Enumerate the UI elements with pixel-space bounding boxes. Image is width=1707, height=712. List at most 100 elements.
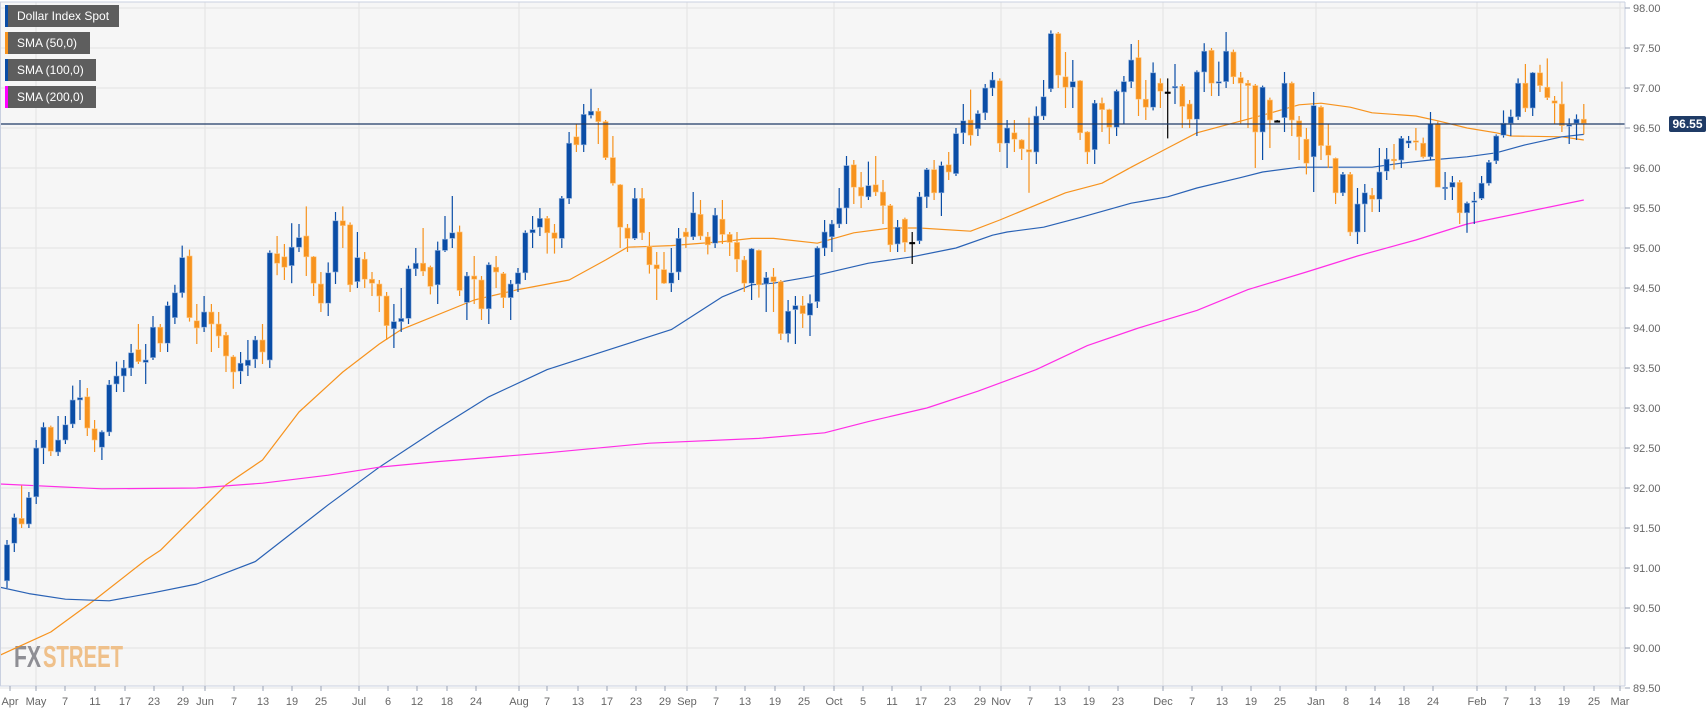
candle <box>1113 89 1120 136</box>
candle-body <box>566 142 572 199</box>
candle <box>150 316 156 360</box>
candle <box>1186 100 1193 128</box>
candle <box>1361 184 1368 232</box>
y-tick-label: 94.00 <box>1633 323 1661 335</box>
y-tick-label: 90.00 <box>1633 643 1661 655</box>
candle-body <box>741 259 748 284</box>
candle <box>1507 109 1514 136</box>
candle <box>515 268 521 292</box>
candle-body <box>33 447 40 498</box>
candle-body <box>1281 82 1288 118</box>
x-tick-label: 13 <box>1216 696 1228 708</box>
candle-body <box>296 237 302 248</box>
candle-body <box>1500 122 1507 136</box>
y-tick-label: 95.00 <box>1633 243 1661 255</box>
candle <box>1434 121 1441 188</box>
candle <box>931 160 937 200</box>
x-tick-label: 29 <box>659 696 671 708</box>
candle-body <box>1157 82 1164 92</box>
candle-body <box>1391 158 1397 162</box>
candle-body <box>646 246 653 266</box>
candle <box>1369 188 1375 212</box>
candle-body <box>894 226 901 245</box>
x-tick-label: 8 <box>1343 696 1349 708</box>
candle <box>807 294 813 336</box>
candle-body <box>1223 50 1229 82</box>
candle <box>369 272 375 296</box>
candle-body <box>288 246 295 266</box>
candle <box>113 361 120 392</box>
candle-body <box>814 247 821 302</box>
candle-body <box>529 229 536 234</box>
candle-body <box>996 80 1003 144</box>
candle <box>18 485 25 528</box>
legend-item-sma-100[interactable]: SMA (100,0) <box>5 59 96 81</box>
candle-body <box>1077 80 1083 134</box>
candle <box>996 78 1003 152</box>
candle-body <box>47 426 54 452</box>
candle <box>887 204 894 252</box>
legend-item-sma-200[interactable]: SMA (200,0) <box>5 86 96 108</box>
candle <box>1267 97 1273 148</box>
candle <box>843 156 850 224</box>
candle-body <box>1434 123 1441 188</box>
candle <box>529 216 536 248</box>
candle <box>1551 96 1558 124</box>
candle-body <box>1099 102 1105 110</box>
candle-body <box>442 238 448 251</box>
x-tick-label: 5 <box>860 696 866 708</box>
candle-body <box>172 292 178 318</box>
candle <box>1157 78 1164 108</box>
candle <box>916 192 923 244</box>
y-tick-label: 97.00 <box>1633 83 1661 95</box>
candle-body <box>493 266 499 273</box>
candle <box>865 161 872 200</box>
candle <box>1420 137 1427 159</box>
candle-body <box>1274 120 1281 123</box>
candle-body <box>1055 33 1062 76</box>
candle <box>719 200 726 244</box>
candle <box>551 224 558 254</box>
y-tick-label: 91.50 <box>1633 523 1661 535</box>
x-tick-label: Jan <box>1307 696 1325 708</box>
candle <box>544 216 551 254</box>
candle <box>682 228 689 248</box>
candle-body <box>390 321 397 330</box>
candle <box>1164 78 1171 139</box>
x-tick-label: 13 <box>739 696 751 708</box>
candle <box>690 192 697 240</box>
candle-body <box>631 198 638 239</box>
candle <box>449 196 456 248</box>
legend-item-sma-50[interactable]: SMA (50,0) <box>5 32 90 54</box>
candle-body <box>1121 81 1127 93</box>
candle <box>500 272 507 308</box>
candle-body <box>1449 182 1456 188</box>
candle-body <box>1413 140 1419 143</box>
candle <box>390 304 397 348</box>
candle-body <box>515 272 521 285</box>
candle-body <box>836 207 843 225</box>
candle <box>40 422 47 464</box>
x-tick-label: 11 <box>886 696 897 708</box>
candle <box>332 212 339 284</box>
candle-body <box>18 518 25 525</box>
x-tick-label: 23 <box>148 696 160 708</box>
candle-body <box>1026 149 1032 153</box>
candle <box>1442 172 1448 200</box>
candle-body <box>252 339 259 360</box>
axes <box>0 1 1626 687</box>
svg-text:STREET: STREET <box>43 639 123 674</box>
candle-body <box>551 232 558 239</box>
legend-item-dollar-index[interactable]: Dollar Index Spot <box>5 5 119 27</box>
candle <box>880 180 886 224</box>
candle-body <box>215 323 222 337</box>
candle-body <box>974 113 981 130</box>
candle-body <box>1383 158 1390 172</box>
candle <box>1106 108 1113 144</box>
candle <box>1245 80 1251 128</box>
candle <box>427 265 434 295</box>
candle-body <box>208 311 215 325</box>
candle-body <box>186 255 193 318</box>
candle-body <box>1230 51 1237 78</box>
candle-body <box>536 218 543 228</box>
